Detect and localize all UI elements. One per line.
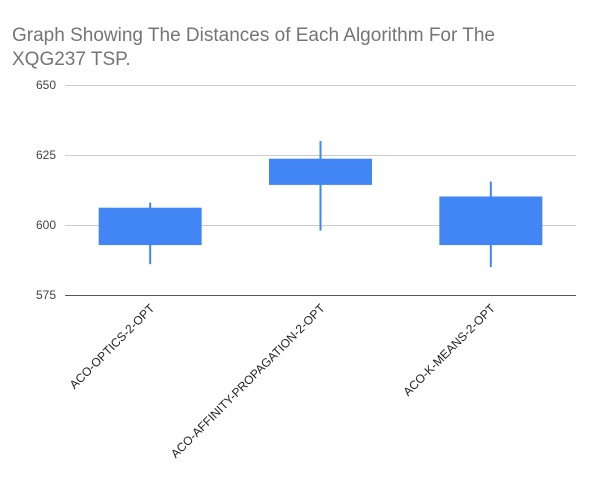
y-tick-label: 650 [36,78,56,92]
x-category-label: ACO-K-MEANS-2-OPT [400,301,498,399]
candle-body [98,207,202,246]
x-axis-categories: ACO-OPTICS-2-OPT ACO-AFFINITY-PROPAGATION… [67,301,499,461]
candle-2 [269,141,372,231]
candle-1 [98,202,202,265]
y-tick-label: 575 [36,288,56,302]
x-category-label: ACO-OPTICS-2-OPT [67,301,158,392]
x-category-label: ACO-AFFINITY-PROPAGATION-2-OPT [168,301,328,461]
y-axis-ticks: 575 600 625 650 [36,78,56,302]
y-tick-label: 600 [36,218,56,232]
candle-body [269,158,372,185]
candles [98,141,543,267]
candle-body [439,196,543,246]
candle-3 [439,181,543,267]
y-tick-label: 625 [36,148,56,162]
chart-title: Graph Showing The Distances of Each Algo… [12,25,495,70]
